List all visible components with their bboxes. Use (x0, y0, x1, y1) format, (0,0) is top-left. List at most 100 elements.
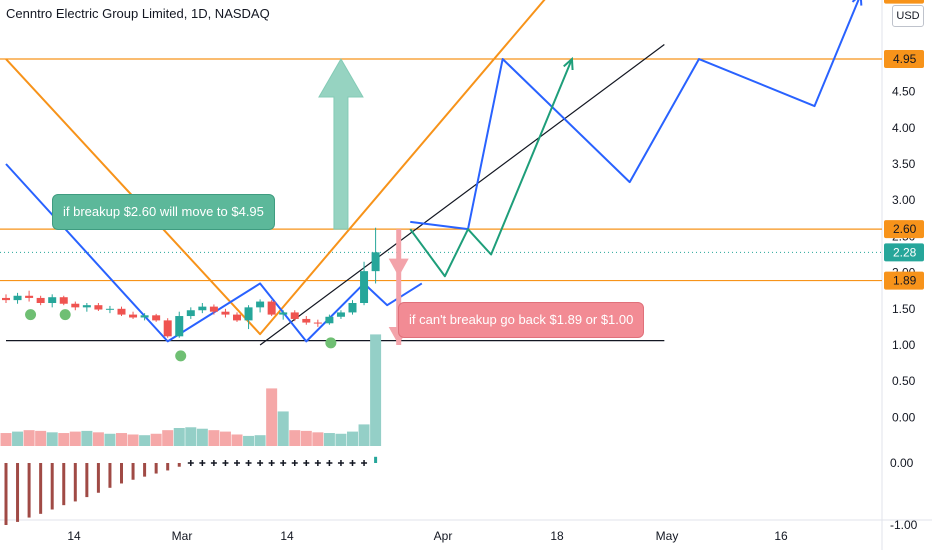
signal-dot (59, 309, 71, 321)
breakout-note[interactable]: if breakup $2.60 will move to $4.95 (52, 194, 275, 230)
indicator-cross (199, 460, 206, 466)
indicator-cross (268, 460, 275, 466)
candle-body (371, 252, 380, 272)
volume-bar (92, 432, 104, 446)
indicator-cross (337, 460, 344, 466)
candle-body (221, 311, 230, 315)
volume-bar (219, 431, 231, 446)
candle-body (13, 295, 22, 301)
candle-body (302, 318, 311, 323)
volume-bar (370, 334, 382, 446)
price-tick-label: 4.00 (892, 121, 916, 135)
price-badge-label: 5.84 (893, 0, 917, 2)
volume-bar (0, 433, 12, 446)
volume-bar (335, 433, 347, 446)
indicator-bar (108, 463, 112, 488)
time-tick-label: Mar (172, 529, 193, 543)
volume-bar (162, 430, 174, 446)
indicator-bar (166, 463, 170, 471)
blue-zigzag-projection (410, 0, 860, 231)
volume-bar (208, 430, 220, 446)
volume-bar (266, 388, 278, 446)
volume-bar (127, 434, 139, 446)
candle-body (140, 315, 149, 318)
candle-body (2, 297, 10, 301)
candle-body (279, 312, 288, 315)
orange-v-pattern (5, 0, 546, 336)
volume-bar (231, 434, 243, 446)
volume-bar (323, 433, 335, 446)
indicator-cross (303, 460, 310, 466)
candle-body (105, 308, 114, 310)
candle-body (256, 301, 265, 308)
price-badge (884, 50, 924, 69)
indicator-cross (187, 460, 194, 466)
indicator-bar (154, 463, 158, 474)
candle-body (186, 310, 195, 317)
price-badge (884, 0, 924, 4)
indicator-bar (177, 463, 181, 467)
volume-bar (12, 431, 24, 446)
indicator-bar (120, 463, 123, 484)
candle-body (198, 306, 207, 311)
volume-bar (300, 430, 312, 446)
price-badge (884, 243, 924, 262)
candle-body (36, 297, 45, 304)
candle-body (59, 297, 68, 304)
volume-bar (185, 427, 197, 446)
candle-body (25, 295, 34, 298)
signal-dot (175, 350, 187, 362)
price-badge (884, 220, 924, 239)
signal-dot (325, 337, 337, 349)
indicator-cross (234, 460, 240, 466)
candle-body (82, 305, 91, 308)
indicator-cross (326, 460, 333, 466)
price-tick-label: 0.50 (892, 374, 916, 388)
candle-body (233, 314, 241, 321)
volume-bar (69, 431, 81, 446)
currency-selector[interactable]: USD (892, 5, 924, 27)
indicator-bar (131, 463, 135, 480)
price-badge-label: 4.95 (893, 52, 917, 66)
time-tick-label: 16 (774, 529, 788, 543)
volume-bar (196, 428, 208, 446)
price-tick-label: 4.50 (892, 85, 916, 99)
candle-body (117, 308, 126, 315)
candle-body (129, 314, 138, 318)
blue-zigzag-history (5, 163, 423, 343)
indicator-bar (4, 463, 8, 525)
candle-body (94, 305, 103, 310)
volume-bar (173, 428, 185, 446)
volume-bar (347, 431, 358, 446)
indicator-bar (62, 463, 66, 506)
indicator-cross (361, 460, 368, 466)
time-tick-label: May (656, 529, 679, 543)
breakdown-note[interactable]: if can't breakup go back $1.89 or $1.00 (398, 302, 645, 338)
volume-bar (104, 433, 116, 446)
candle-body (348, 303, 357, 313)
green-zigzag-projection (409, 58, 573, 278)
price-badge-label: 2.60 (893, 222, 917, 236)
indicator-cross (349, 460, 356, 466)
indicator-bar (27, 463, 31, 518)
candle-body (152, 315, 161, 321)
price-tick-label: 0.00 (892, 410, 916, 424)
signal-dot (25, 309, 37, 321)
candle-body (336, 312, 345, 317)
green-projection-arrowhead (563, 56, 574, 71)
candle-body (175, 316, 184, 337)
chart-title: Cenntro Electric Group Limited, 1D, NASD… (6, 6, 270, 21)
volume-bar (243, 435, 255, 446)
indicator-bar (143, 463, 147, 477)
indicator-bar (73, 463, 77, 502)
indicator-cross (314, 460, 321, 466)
time-tick-label: 14 (67, 529, 81, 543)
volume-bar (312, 432, 324, 446)
up-target-arrow (318, 58, 364, 230)
candle-body (163, 320, 172, 337)
volume-bar (150, 433, 162, 446)
candle-body (313, 322, 322, 324)
candle-body (360, 271, 369, 304)
indicator-tick-label: -1.00 (890, 518, 918, 532)
